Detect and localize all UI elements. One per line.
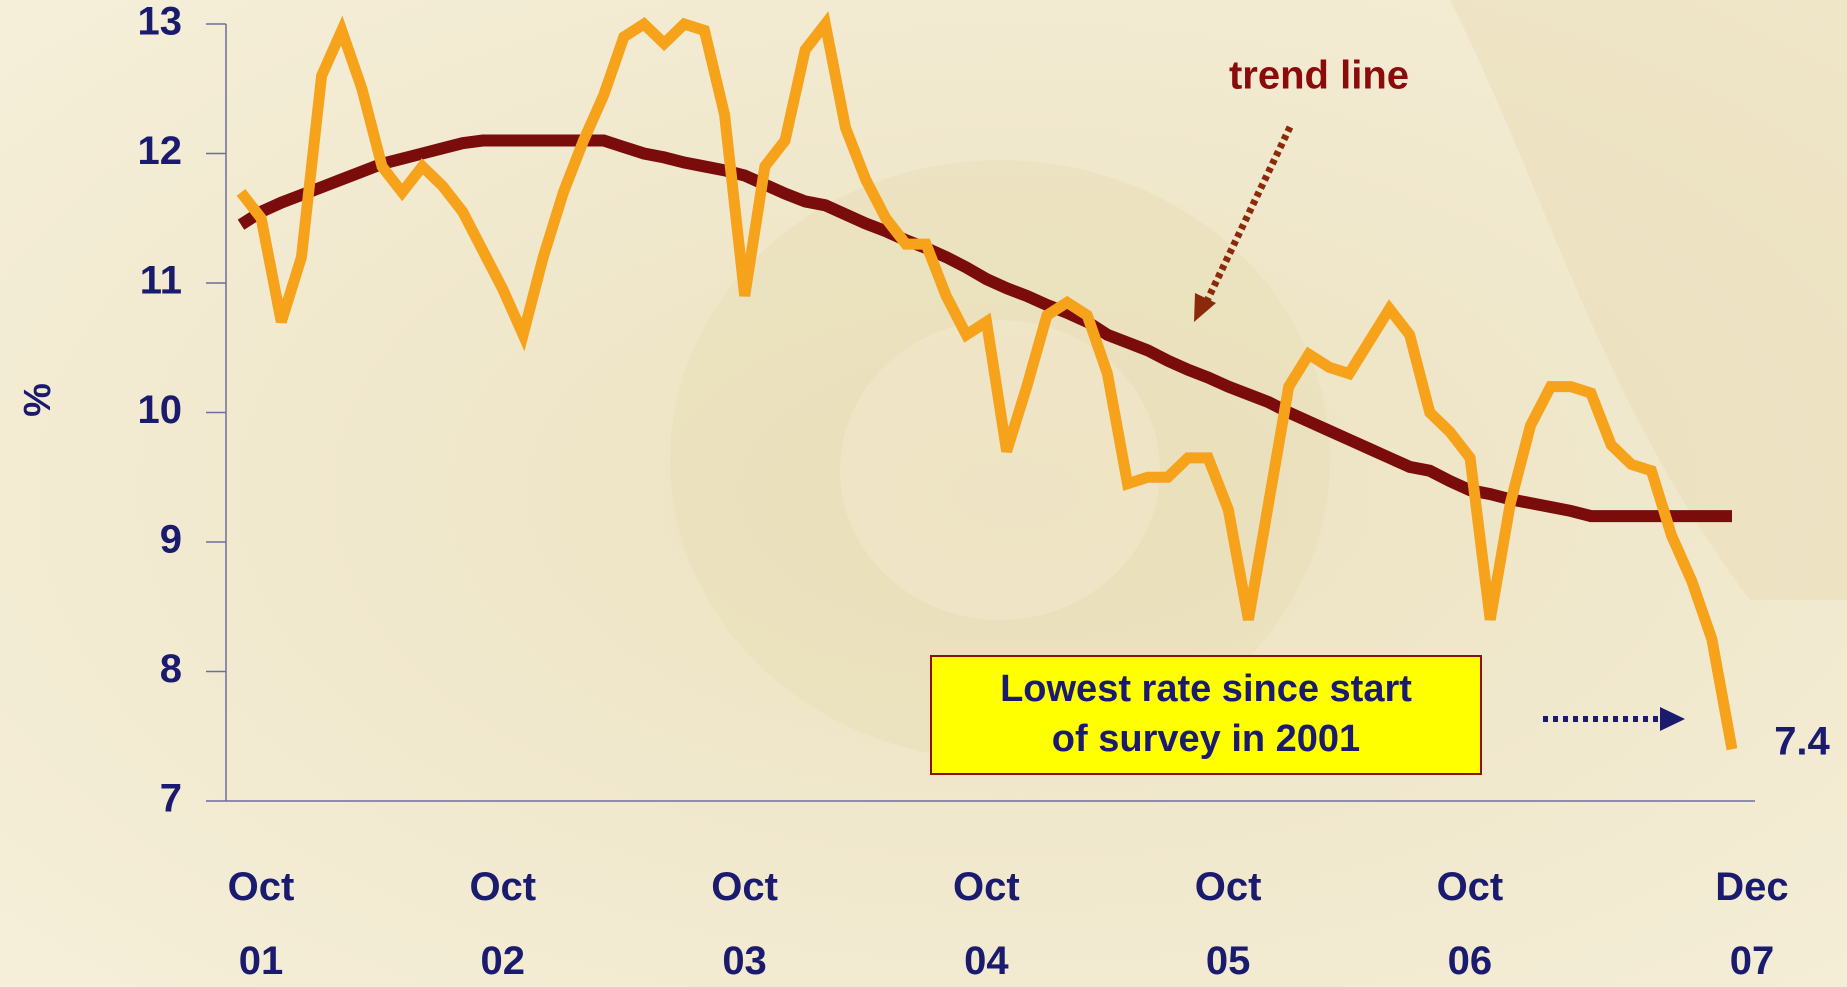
bg-seal-inner [840, 320, 1160, 620]
y-axis-label: % [17, 383, 59, 417]
y-tick-label: 10 [138, 388, 183, 432]
y-tick-label: 12 [138, 129, 183, 173]
value-label: 7.4 [1774, 720, 1830, 764]
y-tick-label: 9 [160, 518, 182, 562]
y-tick-label: 8 [160, 647, 182, 691]
y-tick-label: 11 [140, 259, 182, 303]
y-tick-label: 7 [160, 777, 182, 821]
y-tick-label: 13 [138, 0, 183, 44]
chart: % 78910111213Oct01Oct02Oct03Oct04Oct05Oc… [0, 0, 1847, 987]
trend-label: trend line [1229, 54, 1409, 98]
page: {"chart_data": {"type": "line", "y_label… [0, 0, 1847, 987]
